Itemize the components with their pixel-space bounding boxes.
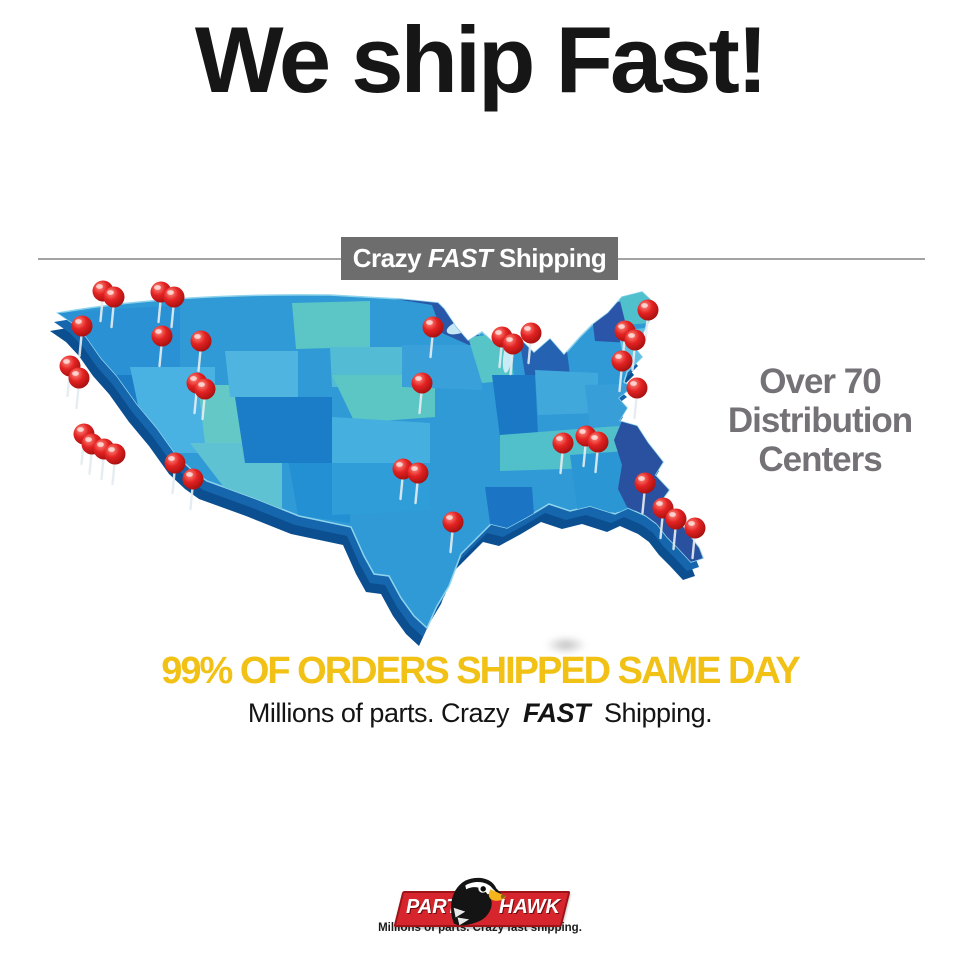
us-distribution-map	[30, 275, 720, 660]
map-pin	[182, 468, 204, 511]
map-pin	[194, 378, 216, 421]
map-pin	[520, 322, 542, 365]
map-pin	[624, 329, 646, 372]
map-pin	[407, 462, 429, 505]
hawk-head-icon	[451, 877, 506, 926]
promo-subline: Millions of parts. Crazy FAST Shipping.	[0, 698, 960, 729]
map-pin	[634, 472, 656, 515]
map-pin	[71, 315, 93, 358]
note-line-1: Over 70	[759, 362, 881, 401]
main-headline: We ship Fast!	[194, 7, 768, 112]
map-pin	[684, 517, 706, 560]
logo-word-hawk: HAWK	[498, 896, 560, 918]
promo-sub-suffix: Shipping.	[597, 698, 713, 728]
shipping-ribbon: Crazy FAST Shipping	[341, 237, 618, 280]
distribution-centers-note: Over 70 Distribution Centers	[703, 362, 937, 480]
partshawk-logo: PARTS HAWK Millions of parts. Crazy fast…	[0, 877, 960, 934]
map-pin	[626, 377, 648, 420]
map-pin	[611, 350, 633, 393]
promo-sub-emphasis: FAST	[522, 698, 591, 728]
ribbon-text-prefix: Crazy	[352, 243, 428, 273]
map-pin	[164, 452, 186, 495]
map-pin	[442, 511, 464, 554]
note-line-2: Distribution	[727, 401, 913, 441]
map-pin	[151, 325, 173, 368]
promo-sub-prefix: Millions of parts. Crazy	[247, 698, 516, 728]
logo-banner: PARTS HAWK	[393, 877, 571, 927]
map-pin	[190, 330, 212, 373]
promo-headline: 99% OF ORDERS SHIPPED SAME DAY	[161, 650, 801, 692]
us-map-graphic	[50, 280, 706, 646]
ribbon-text-suffix: Shipping	[492, 243, 607, 273]
map-pins-layer	[59, 280, 706, 560]
map-pin	[163, 286, 185, 329]
map-pin	[552, 432, 574, 475]
map-pin	[665, 508, 687, 551]
map-pin	[502, 333, 524, 376]
map-pin	[68, 367, 90, 410]
map-pin	[411, 372, 433, 415]
ribbon-text-emphasis: FAST	[427, 243, 493, 273]
map-pin	[637, 299, 659, 342]
map-pin	[587, 431, 609, 474]
note-line-3: Centers	[758, 440, 882, 480]
map-pin	[103, 286, 125, 329]
map-shadow-smudge	[545, 636, 587, 654]
map-pin	[104, 443, 126, 486]
map-pin	[422, 316, 444, 359]
